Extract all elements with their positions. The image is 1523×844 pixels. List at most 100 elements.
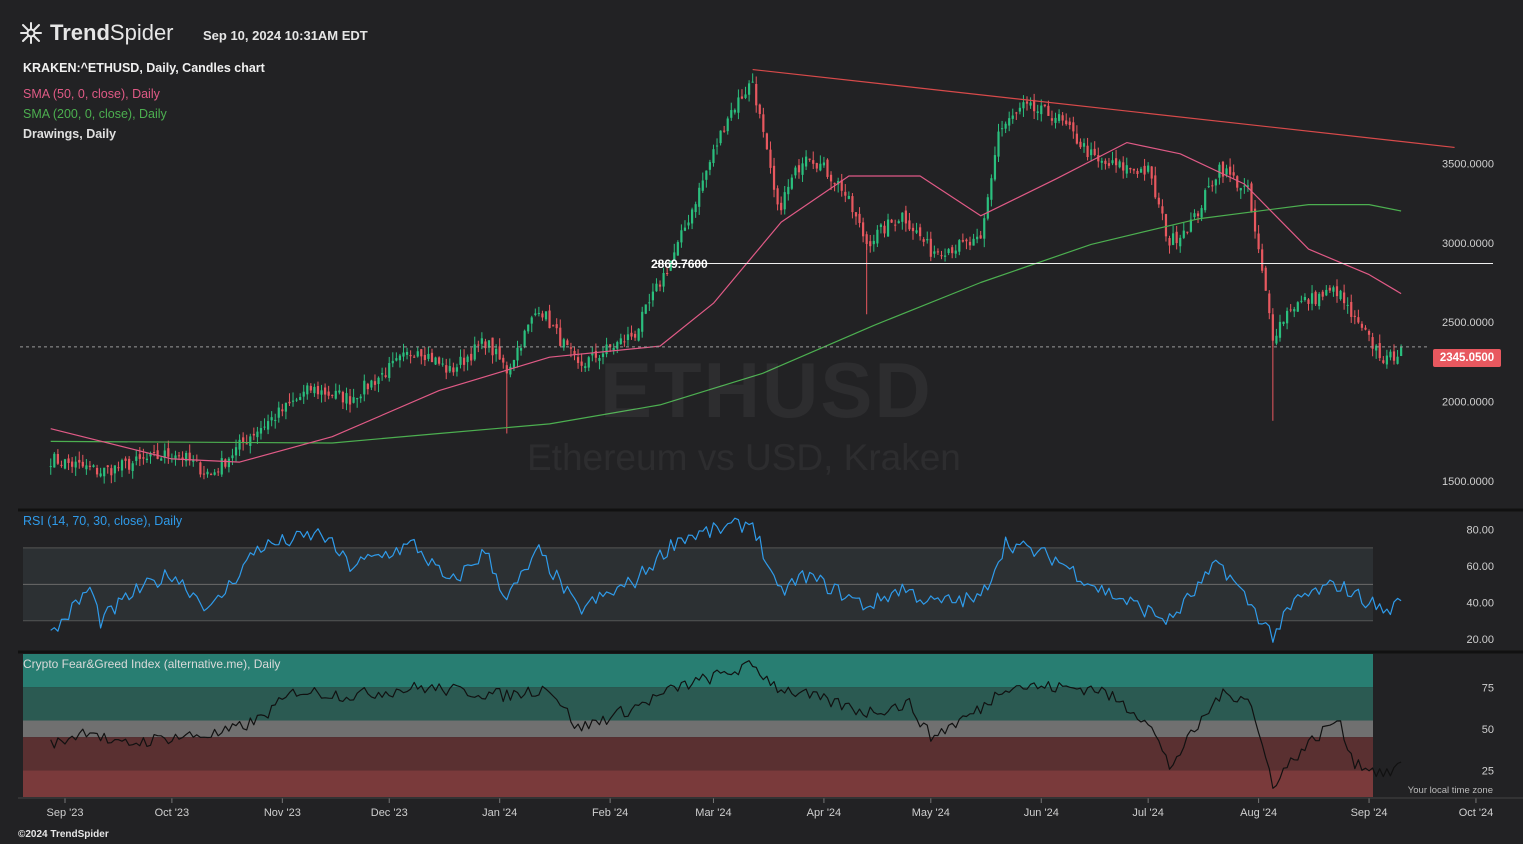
candle[interactable] (641, 306, 644, 338)
candle[interactable] (295, 397, 298, 402)
candle[interactable] (580, 353, 583, 372)
candle[interactable] (822, 156, 826, 168)
trendspider-logo[interactable]: TrendSpider (18, 20, 174, 46)
candle[interactable] (1264, 265, 1267, 291)
candle[interactable] (851, 193, 854, 219)
candle[interactable] (794, 165, 797, 179)
candle[interactable] (1179, 234, 1182, 253)
candle[interactable] (1218, 162, 1221, 185)
timezone-note[interactable]: Your local time zone (1407, 785, 1493, 796)
rsi-pane[interactable] (50, 517, 1402, 643)
candle[interactable] (626, 326, 630, 346)
candle[interactable] (209, 472, 213, 476)
candle[interactable] (60, 460, 63, 468)
candle[interactable] (238, 434, 241, 457)
candle[interactable] (174, 450, 177, 466)
candle[interactable] (402, 343, 405, 362)
candle[interactable] (844, 184, 847, 203)
sma50-legend[interactable]: SMA (50, 0, close), Daily (23, 87, 160, 101)
candle[interactable] (395, 352, 398, 362)
candle[interactable] (958, 239, 961, 256)
candle[interactable] (601, 347, 605, 365)
candle[interactable] (320, 384, 323, 403)
candle[interactable] (381, 367, 384, 381)
candle[interactable] (808, 158, 811, 162)
candle[interactable] (405, 347, 409, 360)
candle[interactable] (751, 73, 754, 83)
candle[interactable] (747, 80, 751, 102)
candle[interactable] (1275, 328, 1278, 346)
candle[interactable] (1257, 225, 1260, 254)
candle[interactable] (769, 141, 772, 174)
candle[interactable] (883, 221, 886, 238)
candle[interactable] (1171, 225, 1175, 246)
candle[interactable] (356, 397, 359, 408)
candle[interactable] (1161, 199, 1164, 221)
candle[interactable] (1339, 289, 1342, 301)
candle[interactable] (1168, 235, 1171, 254)
candle[interactable] (979, 230, 982, 239)
candle[interactable] (491, 337, 494, 364)
candle[interactable] (85, 459, 88, 475)
candle[interactable] (790, 174, 793, 190)
candle[interactable] (252, 427, 255, 441)
candle[interactable] (890, 218, 893, 224)
candle[interactable] (1286, 307, 1289, 330)
candle[interactable] (1378, 334, 1381, 362)
candle[interactable] (765, 132, 769, 151)
candle[interactable] (876, 225, 879, 248)
candle[interactable] (313, 383, 316, 397)
candle[interactable] (815, 162, 818, 173)
candle[interactable] (202, 465, 206, 480)
candle[interactable] (552, 324, 555, 327)
candle[interactable] (1072, 116, 1075, 139)
candle[interactable] (480, 332, 483, 350)
candle[interactable] (527, 324, 530, 334)
candle[interactable] (106, 465, 109, 474)
candle[interactable] (676, 240, 679, 256)
candle[interactable] (943, 248, 947, 262)
candle[interactable] (131, 461, 134, 479)
candle[interactable] (1353, 310, 1356, 325)
candle[interactable] (1364, 325, 1367, 331)
candle[interactable] (904, 205, 907, 232)
candle[interactable] (555, 318, 558, 335)
candle[interactable] (758, 103, 761, 119)
candle[interactable] (1243, 178, 1246, 194)
candle[interactable] (1357, 309, 1360, 324)
candle[interactable] (986, 193, 989, 221)
candle[interactable] (623, 334, 626, 347)
candle[interactable] (88, 461, 92, 471)
candle[interactable] (530, 315, 533, 333)
candle[interactable] (537, 306, 540, 317)
candle[interactable] (673, 243, 676, 262)
candle[interactable] (498, 338, 501, 360)
candle[interactable] (256, 426, 259, 444)
candle[interactable] (1154, 166, 1157, 200)
candle[interactable] (1008, 111, 1011, 132)
candle[interactable] (666, 266, 669, 276)
candle[interactable] (911, 223, 915, 240)
trendline[interactable] (752, 68, 1455, 149)
candle[interactable] (591, 347, 594, 362)
candle[interactable] (1000, 120, 1004, 137)
candle[interactable] (726, 116, 729, 135)
candle[interactable] (384, 367, 387, 379)
candle[interactable] (1318, 292, 1321, 310)
candle[interactable] (1328, 285, 1331, 293)
candle[interactable] (619, 333, 622, 345)
candle[interactable] (1136, 168, 1139, 178)
sma200-line[interactable] (50, 204, 1402, 444)
candle[interactable] (787, 179, 790, 201)
candle[interactable] (242, 432, 245, 451)
candle[interactable] (409, 350, 412, 364)
candle[interactable] (544, 311, 548, 322)
candle[interactable] (430, 348, 434, 363)
candle[interactable] (512, 359, 516, 371)
candle[interactable] (455, 363, 459, 377)
candle[interactable] (470, 347, 473, 366)
candle[interactable] (113, 465, 116, 483)
candle[interactable] (1325, 285, 1328, 297)
candle[interactable] (120, 458, 124, 478)
candle[interactable] (67, 454, 70, 471)
